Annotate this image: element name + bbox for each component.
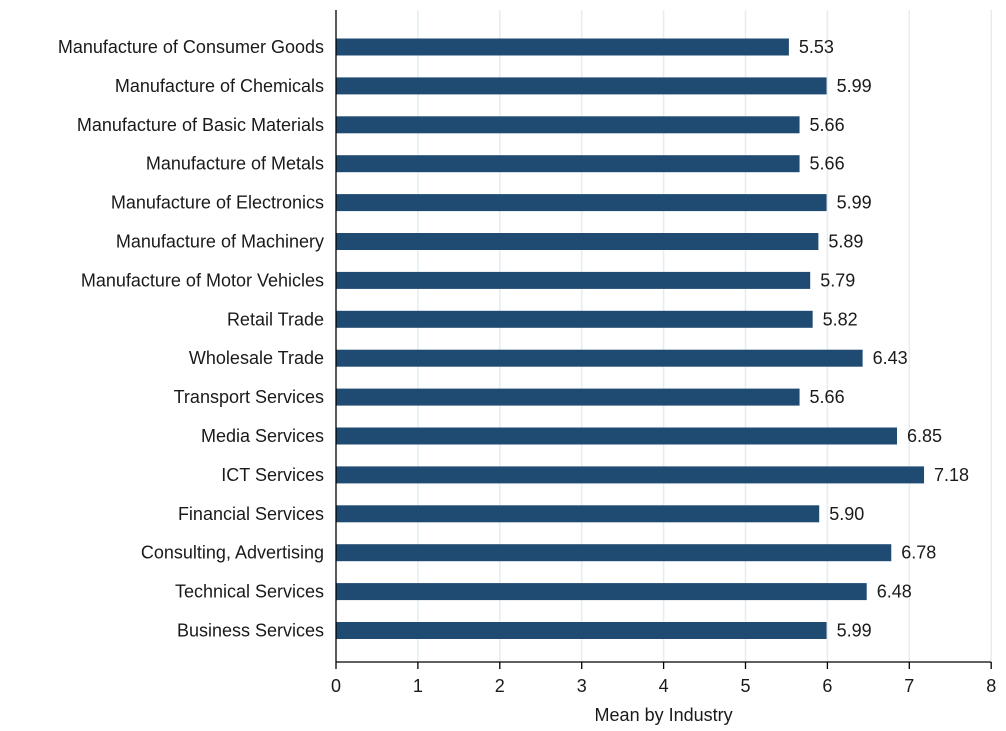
bar-13 — [336, 505, 820, 523]
bar-6 — [336, 233, 819, 250]
axes — [335, 10, 992, 669]
bar-11 — [336, 427, 898, 445]
category-label: Manufacture of Machinery — [116, 232, 324, 252]
bar-16 — [336, 622, 827, 639]
value-label: 6.78 — [901, 543, 936, 563]
bar-7 — [336, 271, 811, 289]
category-label: ICT Services — [221, 465, 324, 485]
category-label: Retail Trade — [227, 309, 324, 329]
value-label: 5.66 — [810, 387, 845, 407]
bar-4 — [336, 155, 800, 173]
value-label: 5.99 — [837, 193, 872, 213]
category-label: Financial Services — [178, 504, 324, 524]
category-label: Manufacture of Electronics — [111, 193, 324, 213]
category-label: Transport Services — [174, 387, 324, 407]
x-tick-label: 5 — [740, 676, 750, 696]
bar-9 — [336, 349, 863, 367]
bar-14 — [336, 544, 892, 562]
value-label: 5.82 — [823, 309, 858, 329]
value-label: 5.90 — [829, 504, 864, 524]
bar-15 — [336, 583, 867, 601]
bar-10 — [336, 388, 800, 406]
value-label: 6.43 — [873, 348, 908, 368]
category-label: Manufacture of Metals — [146, 154, 324, 174]
bar-5 — [336, 194, 827, 212]
value-label: 5.99 — [837, 621, 872, 641]
value-label: 5.79 — [820, 270, 855, 290]
x-axis-title: Mean by Industry — [595, 705, 733, 725]
x-tick-label: 8 — [986, 676, 996, 696]
x-tick-label: 1 — [413, 676, 423, 696]
category-label: Manufacture of Chemicals — [115, 76, 324, 96]
category-label: Technical Services — [175, 582, 324, 602]
value-label: 6.48 — [877, 582, 912, 602]
gridlines — [417, 10, 992, 662]
bars — [336, 38, 925, 639]
x-tick-label: 6 — [822, 676, 832, 696]
bar-1 — [336, 38, 789, 56]
labels: Manufacture of Consumer Goods 5.53 Manufac… — [58, 37, 996, 696]
value-label: 5.89 — [828, 232, 863, 252]
category-label: Consulting, Advertising — [141, 543, 324, 563]
category-label: Manufacture of Basic Materials — [77, 115, 324, 135]
value-label: 5.66 — [810, 154, 845, 174]
bar-8 — [336, 310, 813, 328]
value-label: 5.99 — [837, 76, 872, 96]
value-label: 7.18 — [934, 465, 969, 485]
x-tick-label: 3 — [577, 676, 587, 696]
x-tick-label: 7 — [904, 676, 914, 696]
value-label: 6.85 — [907, 426, 942, 446]
category-label: Manufacture of Motor Vehicles — [81, 270, 324, 290]
category-label: Business Services — [177, 621, 324, 641]
category-label: Wholesale Trade — [189, 348, 324, 368]
category-label: Manufacture of Consumer Goods — [58, 37, 324, 57]
bar-12 — [336, 466, 925, 484]
bar-2 — [336, 77, 827, 95]
x-tick-label: 0 — [331, 676, 341, 696]
value-label: 5.66 — [810, 115, 845, 135]
category-label: Media Services — [201, 426, 324, 446]
bar-3 — [336, 116, 800, 134]
x-tick-label: 4 — [659, 676, 669, 696]
x-tick-label: 2 — [495, 676, 505, 696]
value-label: 5.53 — [799, 37, 834, 57]
